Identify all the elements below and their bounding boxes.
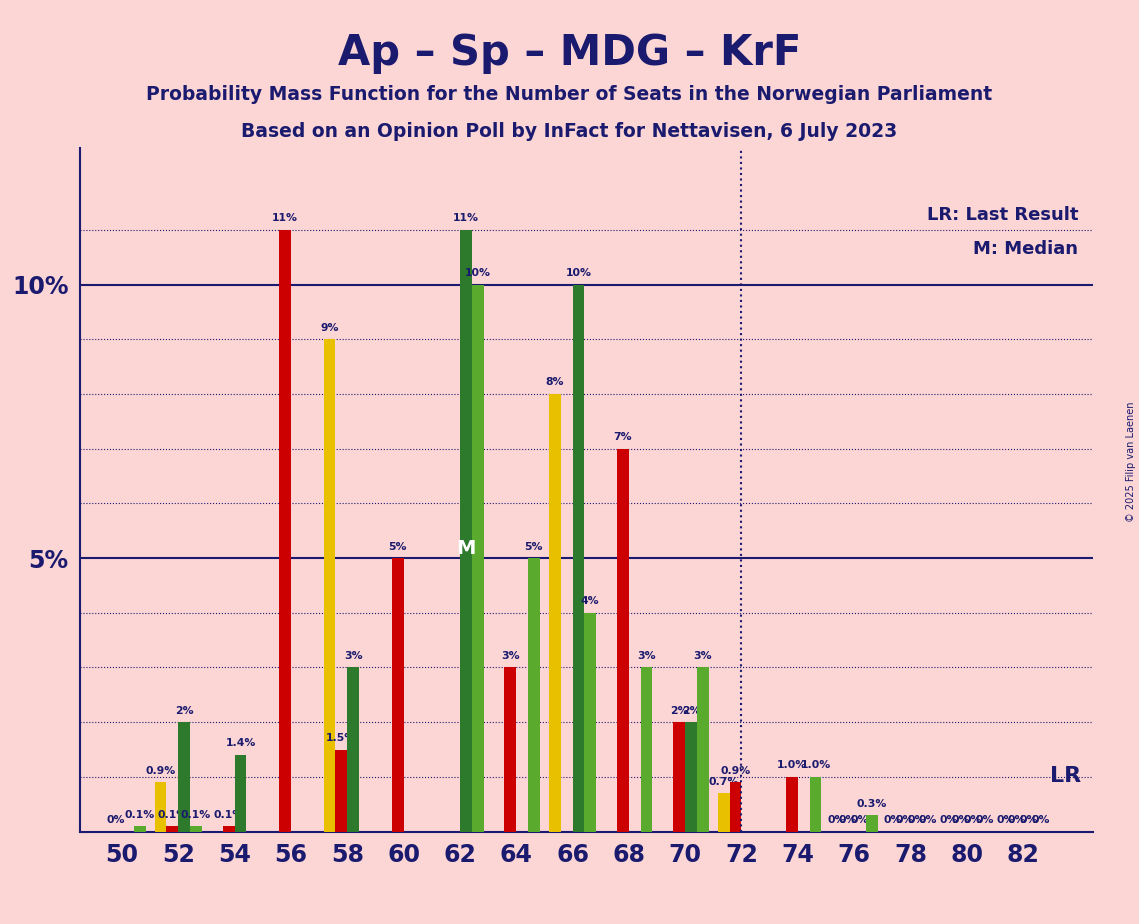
Text: 1.0%: 1.0% [777, 760, 808, 771]
Text: 0%: 0% [895, 815, 913, 825]
Text: 0%: 0% [940, 815, 958, 825]
Text: 8%: 8% [546, 377, 564, 387]
Text: © 2025 Filip van Laenen: © 2025 Filip van Laenen [1126, 402, 1136, 522]
Text: 5%: 5% [525, 541, 543, 552]
Text: 0%: 0% [1008, 815, 1026, 825]
Bar [190, 826, 202, 832]
Bar [810, 777, 821, 832]
Bar [323, 339, 335, 832]
Bar [347, 667, 359, 832]
Text: 0%: 0% [907, 815, 926, 825]
Bar [697, 667, 708, 832]
Bar [155, 783, 166, 832]
Bar [730, 783, 741, 832]
Text: 7%: 7% [614, 432, 632, 442]
Text: 0.1%: 0.1% [157, 809, 188, 820]
Text: 0.9%: 0.9% [721, 766, 751, 776]
Text: Probability Mass Function for the Number of Seats in the Norwegian Parliament: Probability Mass Function for the Number… [147, 85, 992, 104]
Bar [335, 749, 347, 832]
Bar [786, 777, 797, 832]
Text: 0%: 0% [839, 815, 858, 825]
Text: 10%: 10% [565, 268, 591, 278]
Bar [584, 613, 596, 832]
Bar [279, 230, 290, 832]
Text: 1.4%: 1.4% [226, 738, 255, 748]
Text: 0.3%: 0.3% [857, 798, 887, 808]
Text: 0.1%: 0.1% [181, 809, 211, 820]
Bar [686, 723, 697, 832]
Text: Based on an Opinion Poll by InFact for Nettavisen, 6 July 2023: Based on an Opinion Poll by InFact for N… [241, 122, 898, 141]
Text: 1.0%: 1.0% [801, 760, 830, 771]
Bar [179, 723, 190, 832]
Text: M: M [456, 539, 475, 558]
Text: 2%: 2% [670, 706, 689, 715]
Text: 2%: 2% [175, 706, 194, 715]
Text: 3%: 3% [637, 650, 656, 661]
Bar [133, 826, 146, 832]
Bar [673, 723, 686, 832]
Text: 0%: 0% [964, 815, 982, 825]
Text: 0%: 0% [919, 815, 937, 825]
Bar [617, 449, 629, 832]
Text: 10%: 10% [465, 268, 491, 278]
Bar [472, 285, 484, 832]
Text: 5%: 5% [388, 541, 407, 552]
Text: LR: LR [1050, 765, 1081, 785]
Text: 3%: 3% [501, 650, 519, 661]
Bar [573, 285, 584, 832]
Text: 0%: 0% [975, 815, 993, 825]
Text: 0%: 0% [851, 815, 869, 825]
Bar [549, 394, 560, 832]
Text: 0%: 0% [1032, 815, 1050, 825]
Text: 0%: 0% [995, 815, 1015, 825]
Text: 0%: 0% [884, 815, 902, 825]
Bar [460, 230, 472, 832]
Text: 3%: 3% [694, 650, 712, 661]
Bar [223, 826, 235, 832]
Text: 0%: 0% [951, 815, 970, 825]
Text: 1.5%: 1.5% [326, 733, 357, 743]
Text: LR: Last Result: LR: Last Result [927, 206, 1079, 224]
Text: 0%: 0% [107, 815, 125, 825]
Text: 0%: 0% [827, 815, 845, 825]
Bar [235, 755, 246, 832]
Text: Ap – Sp – MDG – KrF: Ap – Sp – MDG – KrF [338, 32, 801, 74]
Text: 3%: 3% [344, 650, 362, 661]
Text: 9%: 9% [320, 322, 338, 333]
Text: M: Median: M: Median [973, 240, 1079, 258]
Bar [640, 667, 653, 832]
Bar [528, 558, 540, 832]
Bar [718, 794, 730, 832]
Text: 0.1%: 0.1% [214, 809, 244, 820]
Bar [505, 667, 516, 832]
Text: 0.7%: 0.7% [708, 777, 739, 786]
Text: 2%: 2% [682, 706, 700, 715]
Bar [166, 826, 179, 832]
Text: 0%: 0% [1019, 815, 1039, 825]
Text: 11%: 11% [453, 213, 478, 224]
Bar [866, 815, 878, 832]
Bar [392, 558, 403, 832]
Text: 0.9%: 0.9% [146, 766, 175, 776]
Text: 11%: 11% [272, 213, 298, 224]
Text: 0.1%: 0.1% [124, 809, 155, 820]
Text: 4%: 4% [581, 596, 599, 606]
